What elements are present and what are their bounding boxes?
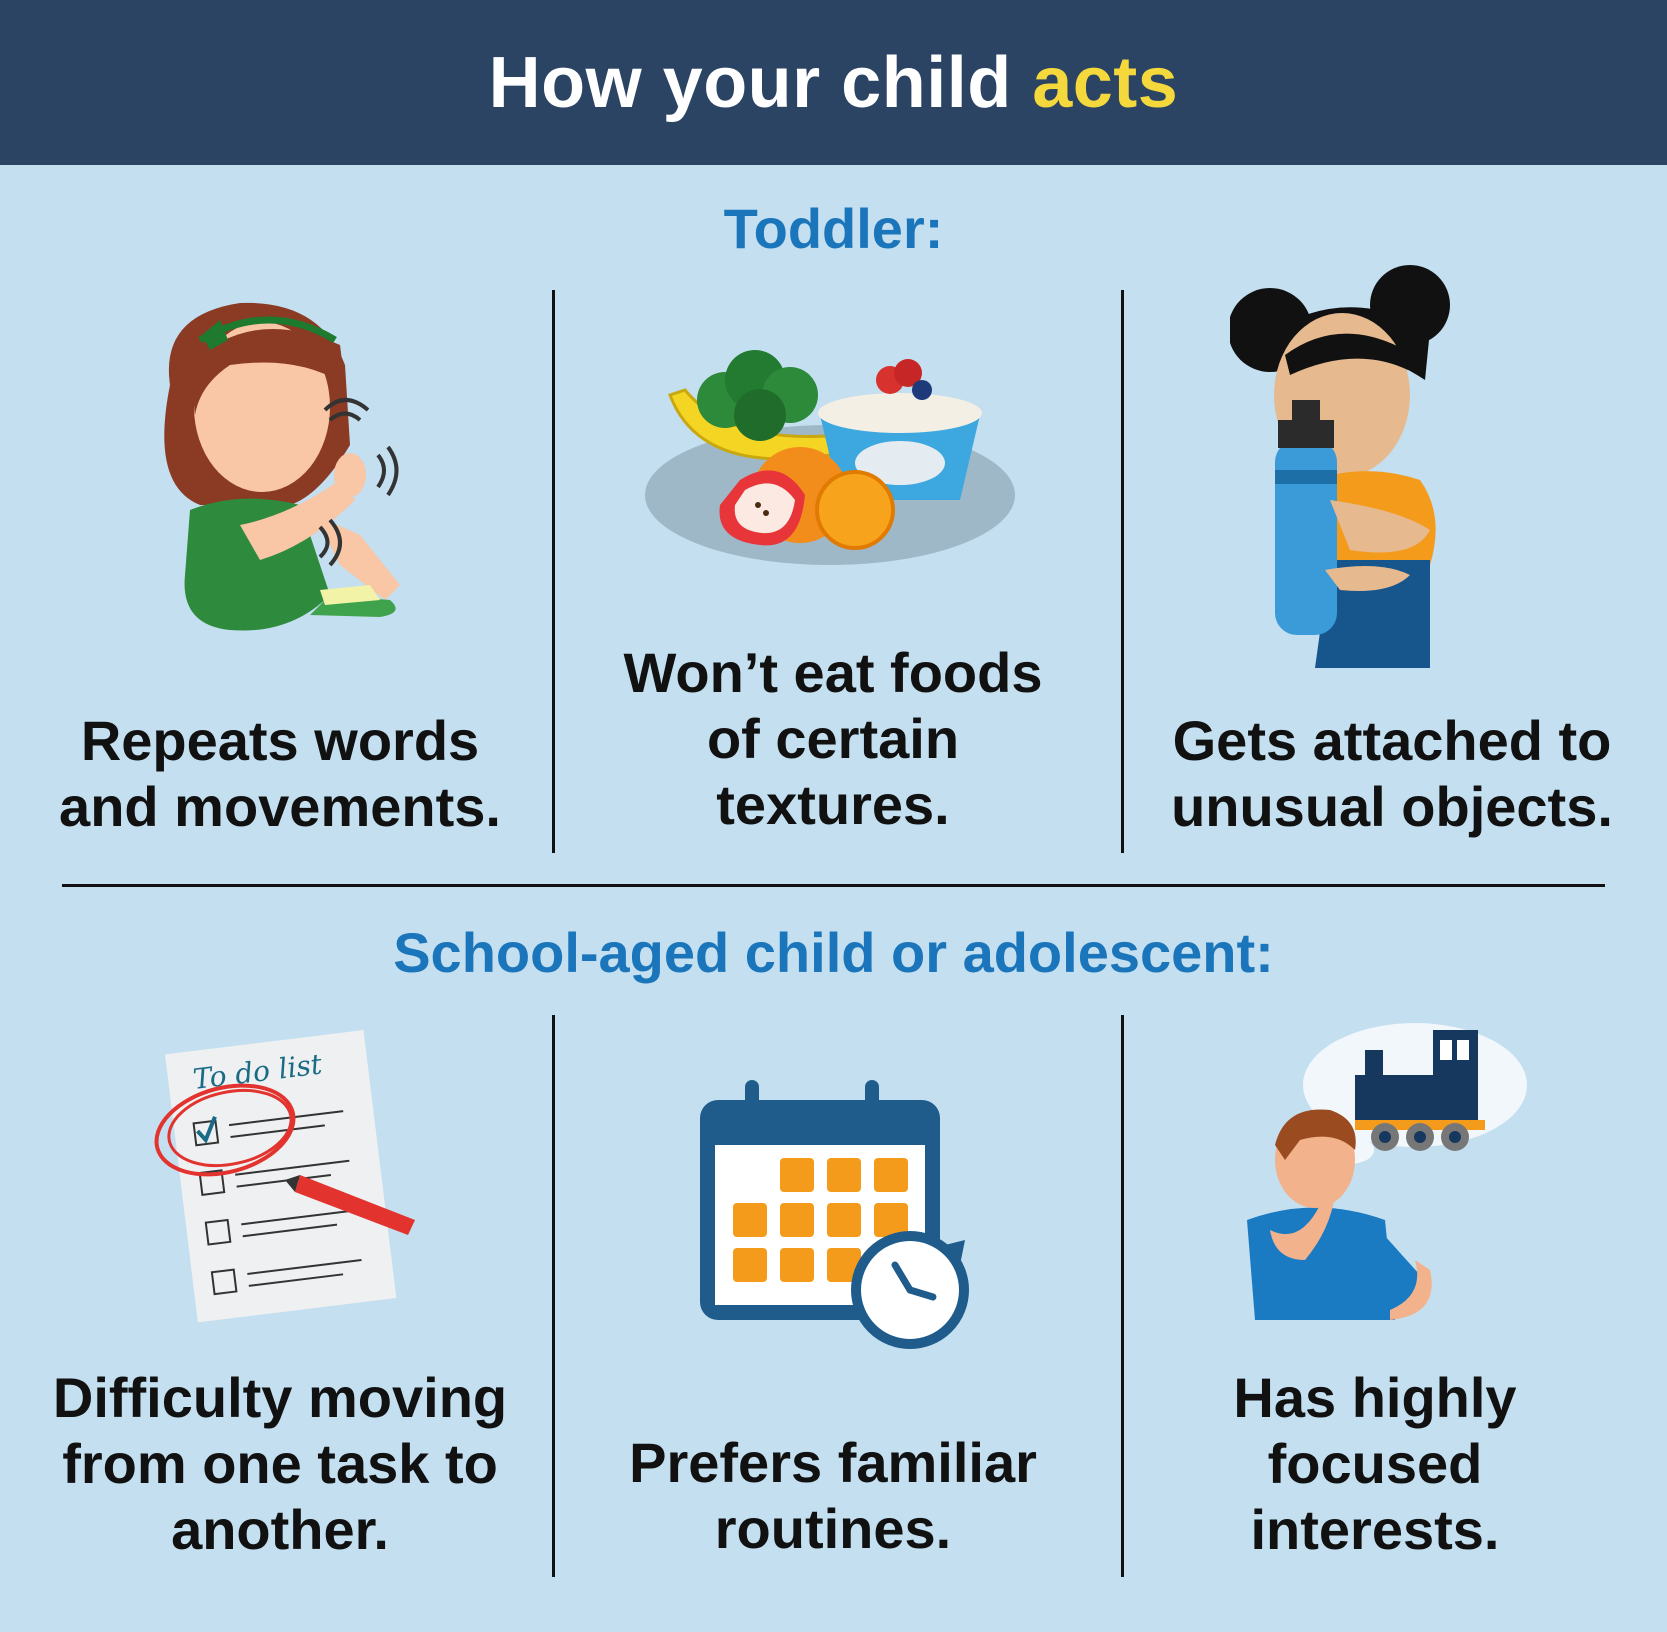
caption-line: Won’t eat foods <box>623 641 1043 704</box>
caption-line: focused <box>1267 1432 1483 1495</box>
todo-list-icon: To do list <box>154 1030 415 1323</box>
caption-line: interests. <box>1250 1498 1500 1561</box>
title-main: How your child <box>488 42 1033 123</box>
page-title: How your child acts <box>489 42 1179 124</box>
divider-horizontal <box>62 884 1605 887</box>
girl-hand-flapping-icon <box>164 302 400 631</box>
caption-wont-eat: Won’t eat foods of certain textures. <box>553 640 1113 838</box>
caption-line: Has highly <box>1233 1366 1517 1429</box>
caption-difficulty-moving: Difficulty moving from one task to anoth… <box>0 1365 560 1563</box>
food-plate-icon <box>645 350 1015 565</box>
caption-repeats-words: Repeats words and movements. <box>0 708 560 840</box>
divider-vertical <box>1121 290 1124 853</box>
caption-line: textures. <box>716 773 950 836</box>
caption-line: unusual objects. <box>1171 775 1613 838</box>
caption-prefers-routines: Prefers familiar routines. <box>553 1430 1113 1562</box>
caption-line: and movements. <box>59 775 501 838</box>
boy-thinking-train-icon <box>1247 1023 1527 1320</box>
divider-vertical <box>552 1015 555 1577</box>
divider-vertical <box>552 290 555 853</box>
caption-gets-attached: Gets attached to unusual objects. <box>1112 708 1667 840</box>
caption-line: another. <box>171 1498 389 1561</box>
caption-line: from one task to <box>62 1432 498 1495</box>
toddler-section-title: Toddler: <box>723 197 944 260</box>
header-banner: How your child acts <box>0 0 1667 165</box>
caption-focused-interests: Has highly focused interests. <box>1095 1365 1655 1563</box>
caption-line: Prefers familiar <box>629 1431 1037 1494</box>
divider-vertical <box>1121 1015 1124 1577</box>
caption-line: Repeats words <box>80 709 480 772</box>
caption-line: Difficulty moving <box>52 1366 508 1429</box>
school-section-title: School-aged child or adolescent: <box>393 921 1274 984</box>
title-accent: acts <box>1032 42 1179 123</box>
calendar-clock-icon <box>700 1080 969 1349</box>
caption-line: routines. <box>714 1497 952 1560</box>
caption-line: Gets attached to <box>1172 709 1612 772</box>
child-hugging-bottle-icon <box>1230 265 1450 668</box>
caption-line: of certain <box>706 707 960 770</box>
